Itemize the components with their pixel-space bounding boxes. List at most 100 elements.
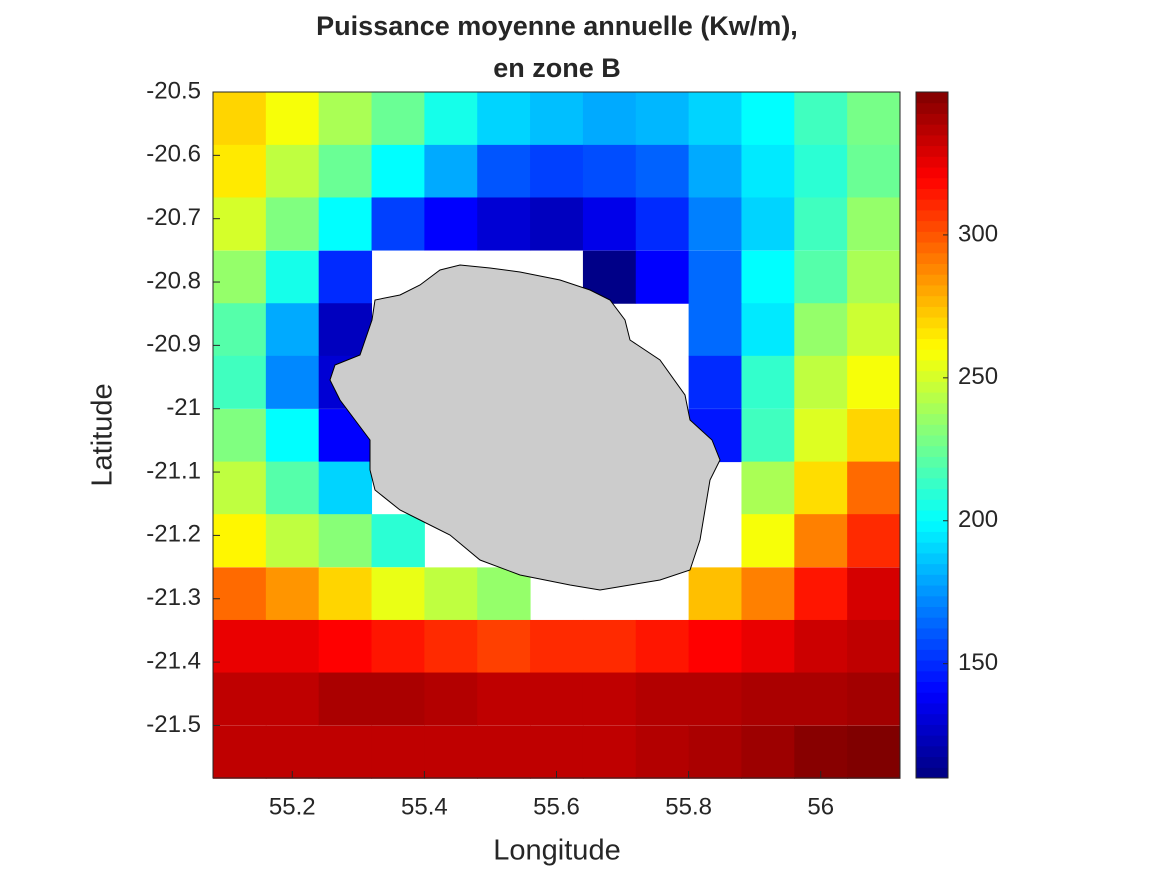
heatmap-cell	[688, 672, 742, 726]
colorbar-step	[916, 756, 948, 768]
heatmap-cell	[635, 197, 690, 251]
heatmap-cell	[265, 303, 320, 357]
heatmap-cell	[213, 92, 267, 146]
heatmap-cell	[847, 672, 901, 726]
heatmap-cell	[371, 619, 425, 674]
colorbar-step	[916, 767, 948, 779]
heatmap-cell	[530, 144, 584, 198]
heatmap-cell	[582, 725, 637, 779]
heatmap-cell	[741, 250, 795, 304]
heatmap-cell	[635, 92, 690, 146]
chart-title: en zone B	[493, 53, 621, 83]
chart-title: Puissance moyenne annuelle (Kw/m),	[316, 11, 798, 41]
heatmap-cell	[582, 92, 637, 146]
heatmap-cell	[741, 672, 795, 726]
heatmap-cell	[213, 144, 267, 198]
axes: 55.2 55.4 55.6 55.8 56 -20.5 -20.6 -20.7 -20.8 -2…	[146, 77, 998, 820]
colorbar-step	[916, 542, 948, 554]
y-tick-label: -21.1	[146, 457, 201, 484]
heatmap-cell	[265, 514, 320, 568]
y-tick-label: -20.5	[146, 77, 201, 104]
heatmap-cell	[688, 92, 742, 146]
colorbar-step	[916, 745, 948, 758]
colorbar-step	[916, 499, 948, 511]
heatmap-cell	[688, 250, 742, 304]
heatmap-cell	[847, 355, 901, 409]
heatmap-cell	[265, 461, 320, 515]
heatmap-cell	[424, 567, 478, 621]
heatmap-cell	[688, 303, 742, 357]
heatmap-cell	[424, 619, 478, 674]
heatmap-cell	[371, 92, 425, 146]
colorbar-step	[916, 670, 948, 683]
colorbar-step	[916, 209, 948, 222]
colorbar-step	[916, 595, 948, 607]
heatmap-cell	[265, 619, 320, 674]
colorbar-step	[916, 520, 948, 532]
heatmap-cell	[318, 619, 373, 674]
heatmap-cell	[213, 197, 267, 251]
heatmap-cell	[424, 672, 478, 726]
colorbar-tick-label: 300	[958, 220, 998, 247]
colorbar-step	[916, 488, 948, 500]
heatmap-cell	[318, 461, 373, 515]
heatmap-cell	[424, 725, 478, 779]
heatmap-cell	[635, 672, 690, 726]
colorbar-step	[916, 370, 948, 382]
colorbar-step	[916, 702, 948, 715]
heatmap-cell	[847, 567, 901, 621]
x-tick-label: 55.4	[401, 793, 448, 820]
heatmap-cell	[318, 92, 373, 146]
heatmap-cell	[794, 144, 848, 198]
heatmap-cell	[794, 355, 848, 409]
y-tick-label: -20.8	[146, 267, 201, 294]
y-tick-label: -20.9	[146, 331, 201, 358]
colorbar-step	[916, 531, 948, 543]
heatmap-cell	[371, 672, 425, 726]
heatmap-cell	[794, 461, 848, 515]
colorbar-step	[916, 402, 948, 415]
heatmap-cell	[847, 514, 901, 568]
heatmap-cell	[847, 725, 901, 779]
colorbar-tick-label: 200	[958, 506, 998, 533]
heatmap-cell	[213, 461, 267, 515]
y-axis-label: Latitude	[87, 383, 119, 486]
heatmap-cell	[794, 92, 848, 146]
heatmap-cell	[847, 92, 901, 146]
heatmap-cell	[424, 197, 478, 251]
heatmap-cell	[371, 567, 425, 621]
x-axis-label: Longitude	[493, 835, 620, 867]
heatmap-cell	[794, 250, 848, 304]
colorbar-step	[916, 252, 948, 264]
colorbar-step	[916, 445, 948, 457]
heatmap-cell	[213, 672, 267, 726]
heatmap-cell	[794, 303, 848, 357]
heatmap-cell	[318, 567, 373, 621]
colorbar-step	[916, 124, 948, 136]
heatmap-cell	[794, 197, 848, 251]
heatmap-cell	[477, 725, 531, 779]
colorbar-step	[916, 113, 948, 125]
heatmap-cell	[318, 144, 373, 198]
colorbar-step	[916, 627, 948, 640]
heatmap-cell	[213, 409, 267, 463]
heatmap-cell	[847, 303, 901, 357]
heatmap-cell	[371, 197, 425, 251]
colorbar-step	[916, 295, 948, 307]
heatmap-cell	[847, 461, 901, 515]
colorbar-step	[916, 649, 948, 661]
colorbar-step	[916, 188, 948, 200]
colorbar-step	[916, 177, 948, 189]
heatmap-cell	[741, 619, 795, 674]
x-tick-label: 55.2	[269, 793, 316, 820]
heatmap-cell	[741, 92, 795, 146]
heatmap-cell	[582, 672, 637, 726]
heatmap-cell	[741, 197, 795, 251]
heatmap-cell	[794, 514, 848, 568]
heatmap-cell	[794, 409, 848, 463]
colorbar-step	[916, 638, 948, 650]
colorbar-step	[916, 317, 948, 329]
heatmap-cell	[265, 250, 320, 304]
colorbar-step	[916, 102, 948, 114]
